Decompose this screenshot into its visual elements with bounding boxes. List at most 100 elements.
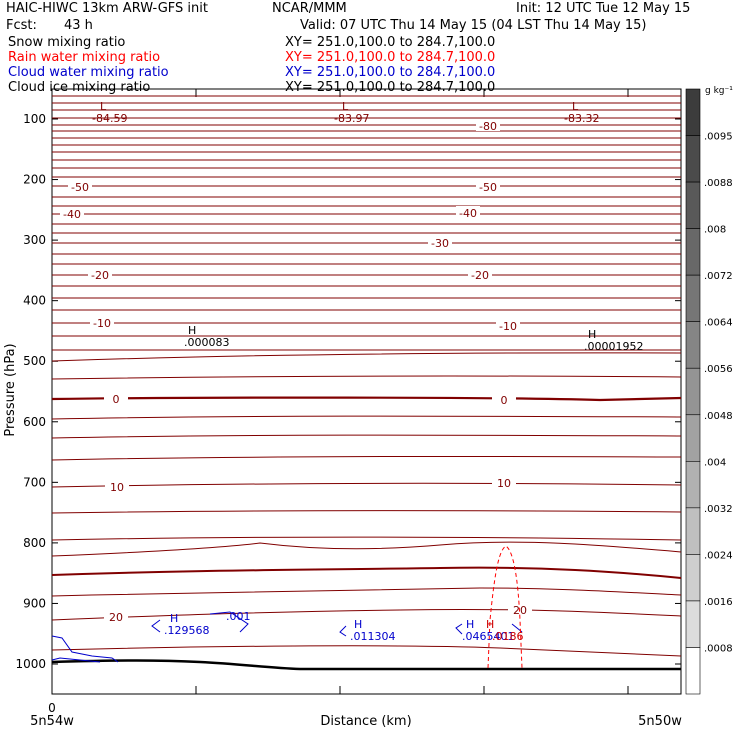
x-tick-zero: 0 — [48, 701, 56, 715]
x-start-label: 5n54w — [30, 714, 74, 729]
cloud-water-contours: .001 — [51, 610, 523, 663]
y-tick-label: 1000 — [15, 657, 46, 671]
contour-label-bg — [104, 610, 128, 622]
cloud-water-contour-line — [51, 635, 119, 663]
y-tick-label: 400 — [23, 294, 46, 308]
rain-water-contour-line — [487, 545, 523, 669]
model-title: HAIC-HIWC 13km ARW-GFS init — [6, 1, 208, 16]
high-center-mark: H — [170, 612, 178, 625]
cloud-water-contour-label: .001 — [226, 610, 251, 623]
high-center-value: .011304 — [350, 630, 396, 643]
y-tick-label: 300 — [23, 233, 46, 247]
y-tick-label: 800 — [23, 536, 46, 550]
temperature-contour-label: 10 — [110, 481, 124, 494]
high-center-value: .0465401 — [462, 630, 515, 643]
temperature-contour-line — [51, 415, 682, 420]
contour-label-bg — [492, 476, 516, 488]
temperature-contour-line — [51, 645, 682, 657]
contour-label-bg — [90, 316, 114, 328]
contour-label-bg — [496, 319, 520, 331]
colorbar-label: .0032 — [704, 504, 733, 515]
colorbar-label: .0048 — [704, 411, 733, 422]
low-center-value: -84.59 — [92, 112, 127, 125]
cloud-water-contour-line — [209, 611, 249, 633]
high-center-mark: H — [466, 618, 474, 631]
temperature-contour-line — [51, 434, 682, 439]
high-center-mark: H — [486, 618, 494, 631]
y-tick-label: 200 — [23, 173, 46, 187]
temperature-contour-label: 20 — [109, 611, 123, 624]
rain-water-contours — [487, 545, 523, 669]
temperature-contour-label: -40 — [459, 207, 477, 220]
y-tick-label: 700 — [23, 475, 46, 489]
temperature-contour-label: -80 — [479, 120, 497, 133]
legend-name-cloud-water: Cloud water mixing ratio — [8, 65, 169, 80]
cloud-water-contour-line — [339, 625, 347, 637]
low-center-value: -83.97 — [334, 112, 369, 125]
high-center-value: .00001952 — [584, 340, 644, 353]
y-tick-label: 900 — [23, 596, 46, 610]
contour-label-bg — [428, 236, 452, 248]
colorbar-label: .0064 — [704, 318, 733, 329]
colorbar-swatch — [685, 367, 701, 416]
contour-label-bg — [68, 180, 92, 192]
x-axis — [51, 89, 629, 694]
contour-label-bg — [104, 392, 128, 404]
high-center-value: .129568 — [164, 624, 210, 637]
contour-label-bg — [456, 206, 480, 218]
colorbar-label: .0072 — [704, 271, 733, 282]
temperature-contour-line — [51, 510, 682, 514]
low-center-mark: L — [572, 100, 579, 113]
temperature-contour-label: -30 — [431, 237, 449, 250]
legend-name-rain: Rain water mixing ratio — [8, 50, 161, 65]
low-center-value: -83.32 — [564, 112, 599, 125]
legend-xy-snow: XY= 251.0,100.0 to 284.7,100.0 — [285, 35, 496, 50]
low-center-mark: L — [100, 100, 107, 113]
temperature-contour-label: 20 — [513, 604, 527, 617]
plot-frame — [51, 88, 682, 695]
low-center-mark: L — [342, 100, 349, 113]
temperature-contour-label: -50 — [479, 181, 497, 194]
high-center-mark: H — [354, 618, 362, 631]
temperature-contour-line — [51, 541, 682, 557]
temperature-contour-label: -20 — [91, 269, 109, 282]
y-tick-label: 600 — [23, 415, 46, 429]
colorbar-swatch — [685, 461, 701, 509]
y-tick-label: 100 — [23, 112, 46, 126]
high-center-mark: H — [188, 324, 196, 337]
contour-label-bg — [105, 480, 129, 492]
contour-label-bg — [468, 268, 492, 280]
high-center-value: .000083 — [184, 336, 230, 349]
colorbar-swatch — [685, 181, 701, 229]
temperature-contour-label: -50 — [71, 181, 89, 194]
temperature-contour-line — [51, 375, 682, 380]
colorbar-label: .0088 — [704, 178, 733, 189]
colorbar-label: .0056 — [704, 364, 733, 375]
temperature-contour-label: 10 — [497, 477, 511, 490]
colorbar-swatch — [685, 414, 701, 462]
fcst-value: 43 h — [64, 18, 93, 33]
colorbar-label: .008 — [704, 225, 726, 236]
valid-time: Valid: 07 UTC Thu 14 May 15 (04 LST Thu … — [300, 18, 647, 33]
contour-label-bg — [492, 393, 516, 405]
fcst-label: Fcst: — [6, 18, 37, 33]
temperature-contour-line — [51, 536, 682, 541]
colorbar-label: .004 — [704, 457, 726, 468]
temperature-contour-label: -10 — [93, 317, 111, 330]
high-center-mark: H — [588, 328, 596, 341]
contour-label-bg — [476, 180, 500, 192]
colorbar-swatch — [685, 228, 701, 276]
colorbar-swatch — [685, 507, 701, 555]
cloud-water-contour-line — [455, 623, 463, 635]
colorbar-swatch — [685, 135, 701, 183]
temperature-contour-label: 0 — [113, 393, 120, 406]
init-time: Init: 12 UTC Tue 12 May 15 — [516, 1, 691, 16]
temperature-contour-line — [51, 352, 682, 362]
terrain-line — [51, 659, 681, 671]
colorbar-label: .0008 — [704, 643, 733, 654]
cloud-water-contour-line — [151, 619, 161, 633]
temperature-contour-label: -20 — [471, 269, 489, 282]
colorbar-label: .0016 — [704, 597, 733, 608]
x-axis-title: Distance (km) — [320, 714, 411, 729]
